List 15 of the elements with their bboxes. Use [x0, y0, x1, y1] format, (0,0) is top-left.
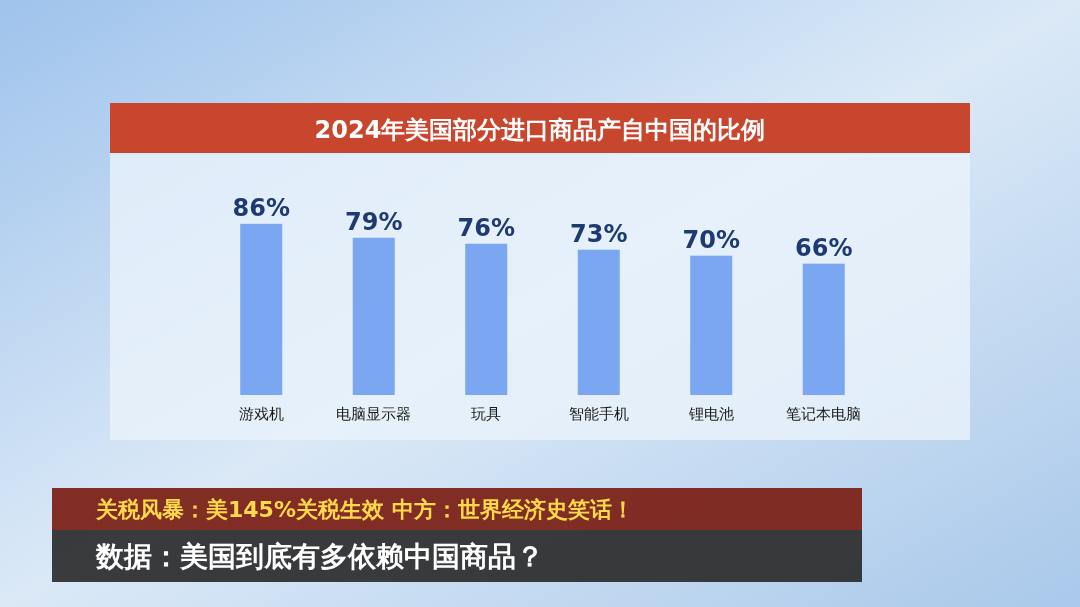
data-label: 76%: [457, 213, 515, 242]
x-label: 智能手机: [568, 405, 629, 423]
data-label: 73%: [570, 219, 628, 248]
data-label: 86%: [232, 193, 290, 222]
title: 2024年美国部分进口商品产自中国的比例: [314, 116, 766, 144]
x-label: 锂电池: [688, 405, 734, 423]
data-label: 66%: [795, 233, 853, 262]
annotation: 数据：美国到底有多依赖中国商品？: [96, 540, 544, 574]
x-label: 笔记本电脑: [786, 405, 862, 423]
annotation: 关税风暴：美145%关税生效 中方：世界经济史笑话！: [96, 496, 634, 522]
x-label: 玩具: [471, 405, 502, 423]
x-label: 电脑显示器: [336, 405, 412, 423]
data-label: 79%: [345, 207, 403, 236]
x-label: 游戏机: [238, 405, 284, 423]
data-label: 70%: [682, 225, 740, 254]
